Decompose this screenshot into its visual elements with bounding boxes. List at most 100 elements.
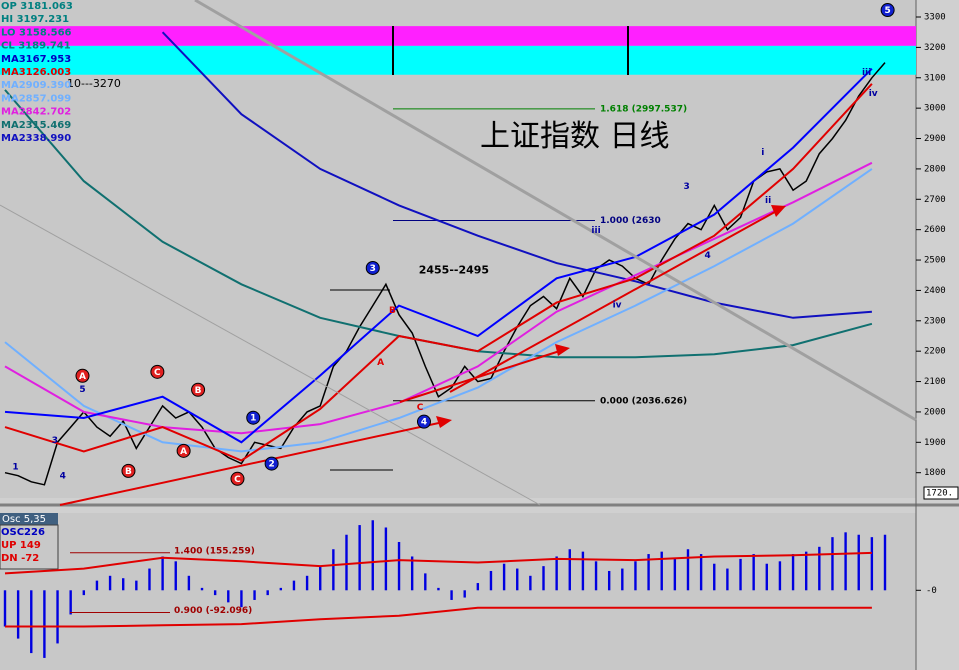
osc-bar: [305, 575, 309, 591]
osc-bar: [804, 551, 808, 591]
price-panel: [0, 0, 916, 498]
wave-label: B: [195, 386, 202, 396]
y-tick-label: 3100: [924, 73, 946, 83]
trend-line: [399, 348, 567, 403]
wave-label: A: [79, 372, 86, 382]
osc-bar: [200, 587, 204, 591]
osc-bar: [43, 590, 46, 658]
osc-bar: [227, 590, 230, 603]
y-tick-label: 2500: [924, 256, 946, 266]
price-band: [0, 45, 916, 75]
info-text: MA2909.390: [1, 80, 71, 91]
wave-circle: [880, 3, 895, 18]
osc-bar: [502, 563, 506, 591]
osc-bar: [332, 549, 335, 591]
osc-panel: [0, 513, 916, 670]
y-tick-label: 2600: [924, 225, 946, 235]
wave-circle: [416, 414, 431, 429]
info-text: OP 3181.063: [1, 1, 73, 12]
osc-bar: [108, 575, 112, 591]
wave-label: C: [417, 403, 424, 413]
osc-bar: [358, 525, 361, 591]
osc-bar: [3, 590, 7, 627]
osc-bar: [765, 563, 768, 591]
osc-bar: [69, 590, 72, 615]
osc-bar: [397, 541, 401, 591]
y-tick-label: 1900: [924, 438, 946, 448]
osc-bar: [82, 590, 86, 596]
osc-bar: [844, 532, 847, 591]
price-line: [4, 62, 886, 486]
y-tick-label: 3300: [924, 13, 946, 23]
osc-bar: [16, 590, 20, 639]
osc-bar: [634, 561, 637, 591]
wave-label: 4: [60, 472, 66, 482]
y-tick-label: 2800: [924, 164, 946, 174]
fib-label: 1.000 (2630: [600, 216, 661, 226]
axis-marker-box: [923, 486, 959, 500]
fib-label: 1.618 (2997.537): [600, 104, 687, 114]
osc-bar: [161, 556, 164, 591]
osc-bar: [371, 520, 374, 591]
osc-bar: [56, 590, 59, 644]
osc-bar: [555, 556, 558, 591]
info-text: MA3167.953: [1, 54, 71, 65]
osc-bar: [213, 590, 217, 596]
fib-label: 0.000 (2036.626): [600, 396, 687, 406]
info-text: MA2842.702: [1, 107, 71, 118]
level-label: 0.900 (-92.096): [174, 606, 252, 616]
osc-bar: [883, 534, 887, 591]
osc-bar: [30, 590, 33, 654]
osc-bar: [279, 587, 283, 591]
osc-bar: [240, 590, 243, 608]
osc-line: [5, 606, 872, 628]
wave-label: iii: [591, 226, 600, 236]
wave-label: 1: [250, 414, 256, 424]
wave-circle: [75, 368, 90, 383]
wave-label: 4: [705, 251, 711, 261]
wave-label: 3: [370, 264, 376, 274]
info-text: LO 3158.566: [1, 27, 72, 38]
arrow-head: [436, 416, 452, 428]
ma-line: [4, 161, 873, 435]
ma-line: [4, 168, 873, 453]
osc-bar: [95, 580, 99, 591]
wave-label: 3: [52, 436, 58, 446]
y-tick-label: 2700: [924, 195, 946, 205]
wave-label: i: [761, 148, 764, 158]
osc-bar: [489, 570, 493, 591]
wave-circle: [246, 410, 261, 425]
info-text: HI 3197.231: [1, 14, 69, 25]
wave-label: B: [125, 467, 132, 477]
osc-bar: [581, 551, 585, 591]
axis-marker-label: 1720.: [926, 489, 953, 499]
arrow-head: [771, 205, 786, 217]
osc-bar: [870, 537, 874, 591]
y-tick-label: 3000: [924, 104, 946, 114]
arrow-head: [555, 344, 570, 356]
osc-bar: [345, 534, 348, 591]
ma-line: [161, 31, 872, 319]
y-tick-label: 2300: [924, 316, 946, 326]
wave-circle: [365, 260, 380, 275]
y-tick-label: 2000: [924, 407, 946, 417]
osc-bar: [122, 578, 125, 591]
y-tick-label: 2400: [924, 286, 946, 296]
y-tick-label: 2200: [924, 347, 946, 357]
info-text: MA2338.990: [1, 133, 71, 144]
wave-label: 2: [268, 460, 274, 470]
osc-bar: [647, 554, 650, 591]
osc-bar: [660, 551, 663, 591]
ma-line: [4, 67, 873, 444]
osc-bar: [437, 587, 440, 591]
osc-info: OSC226: [1, 527, 45, 538]
y-tick-label: 1800: [924, 468, 946, 478]
osc-bar: [621, 568, 624, 591]
osc-bar: [424, 573, 427, 591]
price-band: [0, 26, 916, 46]
wave-label: C: [234, 475, 241, 485]
osc-bar: [135, 580, 138, 591]
level-label: 1.400 (155.259): [174, 546, 255, 556]
wave-label: 2455--2495: [419, 263, 489, 276]
osc-bar: [752, 554, 755, 591]
